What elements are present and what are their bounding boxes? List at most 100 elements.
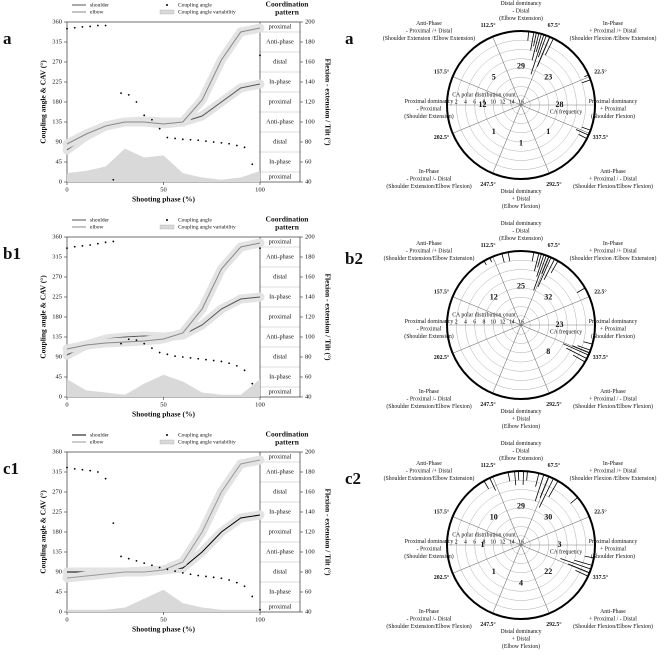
sector-count: 1 (481, 540, 485, 549)
radial-tick-label: 2 (455, 539, 458, 545)
frequency-bar (489, 477, 496, 491)
region-label: + Distal (512, 636, 531, 642)
angle-label: 112.5° (481, 242, 497, 249)
coupling-dot (181, 138, 184, 141)
coupling-dot (151, 564, 153, 567)
panel-label: a (345, 29, 354, 48)
region-label: + Proximal (600, 326, 626, 332)
coupling-dot (73, 467, 76, 470)
frequency-bar (578, 134, 588, 139)
plot-frame (66, 451, 301, 613)
frequency-bar (531, 252, 535, 262)
legend-label: elbow (90, 439, 103, 445)
y-tick-label: 315 (52, 468, 62, 475)
radial-tick-label: 10 (490, 99, 496, 105)
region-label: Proximal dominancy (405, 99, 454, 105)
angle-label: 202.5° (434, 574, 450, 581)
y2-axis-title: Flexion - extension / Tilt (°) (323, 58, 332, 146)
radial-tick-label: 14 (509, 99, 515, 105)
region-label: Anti-Phase (416, 241, 442, 247)
pattern-label: distal (273, 488, 287, 495)
panel-label: b2 (345, 249, 363, 268)
region-label: Distal dominancy (500, 441, 541, 447)
y-axis-title: Coupling angle & CAV (°) (39, 275, 48, 359)
coupling-dot (127, 338, 130, 341)
legend-label: Coupling angle (178, 217, 212, 223)
region-label: (Shoulder Extension) (404, 113, 453, 120)
legend-swatch (159, 224, 175, 230)
region-label: (Elbow Extension) (499, 15, 543, 22)
region-label: (Elbow Extension) (499, 235, 543, 242)
y-tick-label: 90 (56, 568, 63, 575)
sector-spoke (452, 296, 522, 326)
frequency-bar (568, 563, 590, 574)
radial-tick-label: 16 (518, 319, 524, 325)
angle-label: 247.5° (480, 401, 496, 408)
legend-label: Coupling angle (178, 2, 212, 8)
region-label: (Elbow Flexion) (502, 643, 540, 650)
region-label: - Proximal (417, 546, 442, 552)
legend-label: shoulder (90, 2, 109, 8)
outer-circle (446, 30, 596, 180)
legend-swatch (166, 434, 168, 436)
y2-tick-label: 60 (305, 158, 312, 165)
coupling-dot (166, 136, 169, 139)
frequency-bar (530, 32, 535, 51)
x-axis-title: Shooting phase (%) (132, 625, 195, 634)
pattern-label: In-phase (269, 588, 291, 595)
y-tick-label: 360 (52, 18, 62, 25)
region-label: + Proximal / - Distal (589, 396, 637, 402)
angle-label: 67.5° (548, 462, 561, 469)
radial-tick-label: 16 (518, 539, 524, 545)
coupling-dot (197, 357, 200, 360)
y-axis-title: Coupling angle & CAV (°) (39, 490, 48, 574)
region-label: Anti-Phase (600, 609, 626, 615)
legend-label: shoulder (90, 217, 109, 223)
region-label: (Shoulder Flexion) (591, 333, 635, 340)
region-label: - Proximal (417, 326, 442, 332)
sector-count: 29 (517, 501, 525, 510)
radial-tick-label: 4 (464, 539, 467, 545)
y2-tick-label: 120 (305, 313, 315, 320)
coupling-dot (212, 359, 215, 362)
y2-tick-label: 140 (305, 508, 315, 515)
radial-tick-label: 6 (473, 99, 476, 105)
sector-count: 12 (479, 100, 487, 109)
y2-tick-label: 120 (305, 98, 315, 105)
coupling-dot (251, 163, 254, 166)
radial-title: CA polar distribution count (452, 312, 516, 318)
coupling-dot (235, 144, 238, 147)
sector-spoke (520, 544, 550, 614)
radial-tick-label: 8 (483, 99, 486, 105)
sector-spoke (452, 76, 522, 106)
frequency-label: CA frequency (550, 328, 582, 335)
y2-tick-label: 40 (305, 178, 312, 185)
frequency-bar (563, 343, 589, 356)
radial-tick-label: 12 (500, 539, 506, 545)
y2-tick-label: 160 (305, 58, 315, 65)
legend-label: Coupling angle (178, 432, 212, 438)
outer-circle (446, 470, 596, 620)
coupling-dot (235, 581, 238, 584)
region-label: + Proximal / - Distal (589, 176, 637, 182)
coupling-dot (143, 114, 146, 117)
y-tick-label: 90 (56, 138, 63, 145)
pattern-label: Anti-phase (266, 38, 294, 45)
coupling-dot (228, 362, 231, 365)
frequency-bar (536, 36, 551, 67)
y2-tick-label: 120 (305, 528, 315, 535)
series-line (66, 242, 261, 350)
y-tick-label: 315 (52, 38, 62, 45)
y2-tick-label: 200 (305, 18, 315, 25)
coupling-dot (259, 608, 261, 611)
region-label: In-Phase (419, 609, 440, 615)
frequency-bar (544, 38, 554, 56)
sector-count: 5 (492, 73, 496, 82)
pattern-label: Anti-phase (266, 333, 294, 340)
pattern-label: distal (273, 353, 287, 360)
frequency-bar (574, 559, 593, 566)
coupling-dot (174, 570, 176, 573)
sector-count: 3 (557, 540, 561, 549)
region-label: (Shoulder Extension/Elbow Extension) (384, 475, 475, 482)
